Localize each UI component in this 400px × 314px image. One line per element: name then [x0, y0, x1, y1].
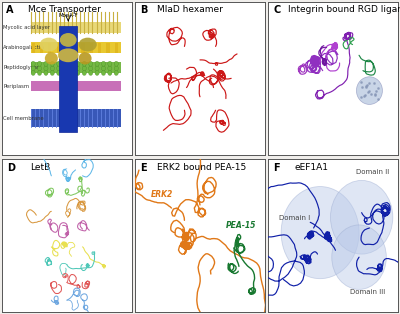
Text: Periplasm: Periplasm: [3, 84, 30, 89]
FancyBboxPatch shape: [30, 109, 122, 127]
Circle shape: [38, 71, 42, 75]
Circle shape: [70, 61, 74, 66]
Ellipse shape: [79, 38, 97, 51]
Circle shape: [108, 66, 112, 71]
Circle shape: [101, 61, 106, 66]
Text: B: B: [140, 5, 148, 15]
Ellipse shape: [79, 52, 92, 64]
Circle shape: [281, 187, 359, 279]
Text: Mce Transporter: Mce Transporter: [28, 5, 101, 14]
Circle shape: [57, 61, 61, 66]
FancyBboxPatch shape: [90, 43, 93, 53]
Circle shape: [38, 66, 42, 71]
FancyBboxPatch shape: [65, 43, 68, 53]
Circle shape: [89, 66, 93, 71]
Circle shape: [44, 71, 48, 75]
Text: Arabinogalactin: Arabinogalactin: [3, 45, 45, 50]
FancyBboxPatch shape: [30, 42, 122, 53]
FancyBboxPatch shape: [106, 43, 110, 53]
Circle shape: [108, 71, 112, 75]
Circle shape: [44, 66, 48, 71]
FancyBboxPatch shape: [30, 81, 122, 91]
FancyBboxPatch shape: [30, 22, 122, 33]
Text: PEA-15: PEA-15: [226, 221, 256, 230]
FancyBboxPatch shape: [30, 62, 122, 73]
Text: D: D: [7, 163, 15, 173]
Ellipse shape: [60, 33, 77, 47]
Text: Integrin bound RGD ligand: Integrin bound RGD ligand: [288, 5, 400, 14]
Ellipse shape: [58, 48, 79, 62]
Circle shape: [76, 66, 80, 71]
Circle shape: [76, 61, 80, 66]
Text: MlaD hexamer: MlaD hexamer: [157, 5, 223, 14]
Circle shape: [63, 71, 67, 75]
Circle shape: [332, 225, 386, 290]
Circle shape: [57, 66, 61, 71]
Text: Mycolic acid layer: Mycolic acid layer: [3, 25, 50, 30]
FancyBboxPatch shape: [59, 26, 77, 132]
Text: Domain II: Domain II: [356, 169, 390, 175]
Circle shape: [82, 71, 86, 75]
FancyBboxPatch shape: [32, 43, 35, 53]
Ellipse shape: [45, 52, 58, 64]
Text: E: E: [140, 163, 147, 173]
Circle shape: [50, 66, 54, 71]
Circle shape: [95, 71, 99, 75]
Text: eEF1A1: eEF1A1: [294, 163, 328, 172]
Circle shape: [70, 71, 74, 75]
Circle shape: [330, 181, 393, 254]
Text: Peptidoglycan: Peptidoglycan: [3, 65, 40, 70]
Text: LetB: LetB: [30, 163, 51, 172]
Ellipse shape: [40, 38, 58, 51]
Circle shape: [114, 71, 118, 75]
Circle shape: [114, 61, 118, 66]
Circle shape: [82, 61, 86, 66]
FancyBboxPatch shape: [73, 43, 76, 53]
Ellipse shape: [356, 77, 382, 105]
Circle shape: [50, 71, 54, 75]
FancyBboxPatch shape: [115, 43, 118, 53]
Text: A: A: [6, 5, 13, 15]
Circle shape: [101, 66, 106, 71]
Circle shape: [38, 61, 42, 66]
Circle shape: [82, 66, 86, 71]
Circle shape: [95, 66, 99, 71]
Text: ERK2: ERK2: [151, 190, 173, 199]
Text: Domain I: Domain I: [278, 215, 310, 221]
Text: Domain III: Domain III: [350, 289, 385, 295]
Circle shape: [108, 61, 112, 66]
Text: MceA-F: MceA-F: [58, 13, 78, 18]
Circle shape: [31, 61, 35, 66]
Circle shape: [50, 61, 54, 66]
FancyBboxPatch shape: [98, 43, 101, 53]
FancyBboxPatch shape: [40, 43, 43, 53]
Text: Cell membrane: Cell membrane: [3, 116, 44, 121]
FancyBboxPatch shape: [56, 43, 60, 53]
Text: F: F: [273, 163, 280, 173]
Circle shape: [89, 61, 93, 66]
Circle shape: [63, 61, 67, 66]
Circle shape: [63, 66, 67, 71]
Text: C: C: [273, 5, 281, 15]
FancyBboxPatch shape: [48, 43, 51, 53]
Circle shape: [76, 71, 80, 75]
Circle shape: [44, 61, 48, 66]
Circle shape: [70, 66, 74, 71]
FancyBboxPatch shape: [82, 43, 84, 53]
Circle shape: [57, 71, 61, 75]
Circle shape: [89, 71, 93, 75]
Circle shape: [101, 71, 106, 75]
Circle shape: [31, 66, 35, 71]
Circle shape: [95, 61, 99, 66]
Circle shape: [114, 66, 118, 71]
Text: ERK2 bound PEA-15: ERK2 bound PEA-15: [157, 163, 246, 172]
Circle shape: [31, 71, 35, 75]
